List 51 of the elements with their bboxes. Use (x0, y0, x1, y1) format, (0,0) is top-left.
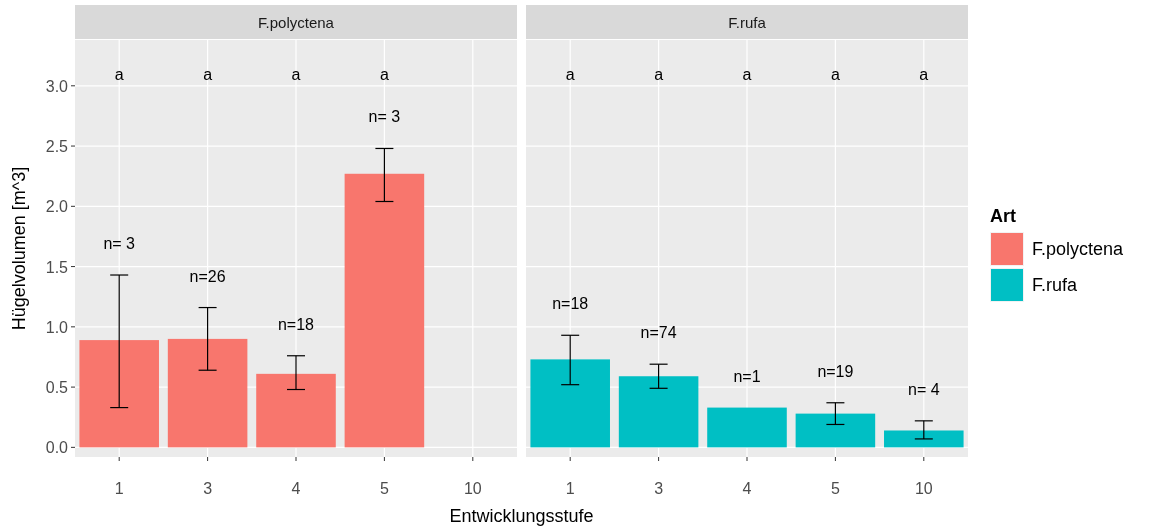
annotation: n=1 (733, 367, 761, 385)
bar (618, 376, 699, 448)
x-tick-label: 4 (291, 480, 301, 497)
bar (530, 359, 610, 448)
annotation: n= 3 (368, 108, 401, 126)
annotation: n=74 (640, 324, 677, 342)
x-tick-label: 1 (565, 480, 575, 497)
legend-label: F.rufa (1032, 275, 1079, 295)
annotation: a (742, 66, 752, 83)
y-tick-label: 3.0 (45, 77, 69, 95)
annotation: a (114, 66, 124, 83)
x-tick-label: 5 (379, 480, 389, 497)
y-tick-label: 1.0 (45, 318, 69, 336)
annotation: a (203, 66, 213, 83)
annotation: n=18 (277, 315, 315, 333)
bar (795, 413, 876, 448)
y-tick-label: 0.5 (45, 379, 69, 397)
x-axis-title: Entwicklungsstufe (449, 506, 594, 526)
chart-title: F.rufa (728, 13, 767, 31)
bar (707, 407, 787, 448)
annotation: n= 3 (103, 235, 136, 253)
x-tick-label: 1 (114, 480, 124, 497)
annotation: a (291, 66, 301, 83)
annotation: a (654, 66, 664, 83)
x-tick-label: 3 (654, 480, 664, 497)
x-tick-label: 3 (203, 480, 213, 497)
y-tick-label: 2.0 (45, 198, 69, 216)
annotation: a (379, 66, 389, 83)
bar (79, 340, 159, 448)
legend-title: Art (990, 206, 1016, 226)
y-tick-label: 0.0 (45, 439, 69, 457)
annotation: n= 4 (908, 380, 940, 398)
bar (884, 430, 964, 448)
bar (256, 373, 336, 448)
annotation: a (830, 66, 840, 83)
annotation: n=26 (189, 267, 226, 285)
x-tick-label: 10 (463, 480, 482, 497)
x-tick-label: 10 (914, 480, 933, 497)
annotation: n=19 (817, 362, 854, 380)
x-tick-label: 4 (742, 480, 752, 497)
y-tick-label: 1.5 (45, 258, 69, 276)
bar (344, 173, 425, 448)
x-tick-label: 5 (830, 480, 840, 497)
y-tick-label: 2.5 (45, 138, 69, 156)
annotation: n=18 (552, 295, 589, 313)
y-axis-title: Hügelvolumen [m^3] (9, 166, 29, 331)
legend-label: F.polyctena (1032, 239, 1125, 259)
bar (167, 338, 248, 448)
chart-title: F.polyctena (258, 13, 335, 31)
annotation: a (565, 66, 575, 83)
annotation: a (919, 66, 929, 83)
